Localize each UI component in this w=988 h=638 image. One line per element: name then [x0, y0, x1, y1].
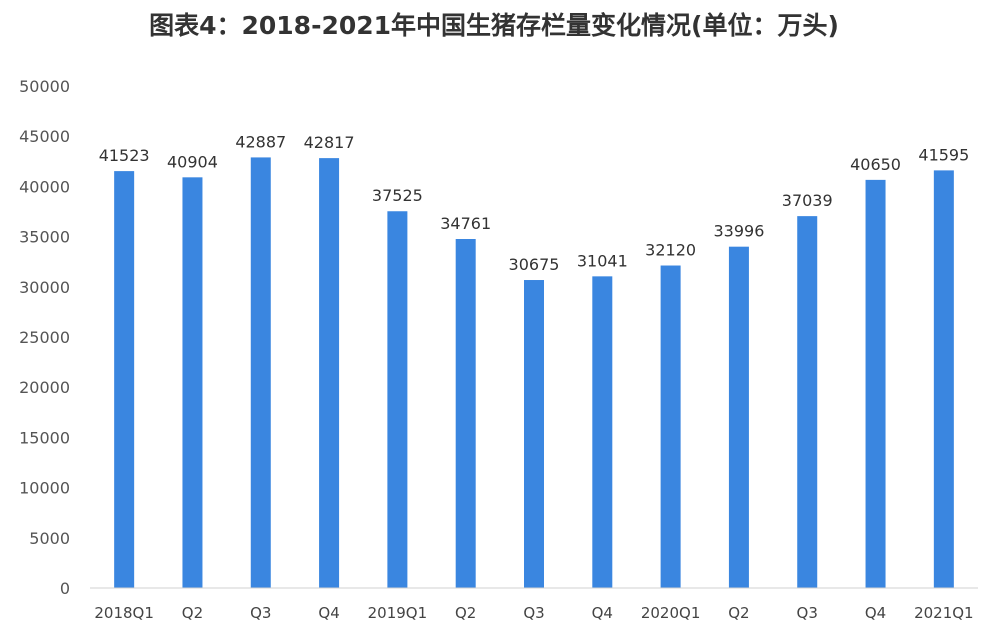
y-tick-label: 15000 — [19, 428, 70, 447]
bar — [933, 170, 954, 588]
data-label: 40904 — [167, 152, 218, 171]
x-tick-label: Q4 — [318, 604, 339, 622]
data-labels-group: 41523 40904 42887 42817 37525 34761 30675 31041… — [99, 132, 970, 274]
x-tick-label: Q3 — [797, 604, 818, 622]
bar — [455, 238, 476, 588]
data-label: 37039 — [782, 191, 833, 210]
data-label: 37525 — [372, 186, 423, 205]
bar — [660, 265, 681, 588]
bar — [182, 177, 203, 588]
bars-group — [114, 157, 954, 589]
y-tick-label: 20000 — [19, 378, 70, 397]
bar — [728, 246, 749, 588]
bar — [319, 158, 340, 589]
data-label: 32120 — [645, 241, 696, 260]
y-tick-label: 5000 — [29, 529, 70, 548]
data-label: 42887 — [235, 132, 286, 151]
x-tick-label: 2019Q1 — [368, 604, 428, 622]
x-tick-label: Q4 — [592, 604, 613, 622]
y-axis: 0 5000 10000 15000 20000 25000 30000 35000 40000… — [19, 77, 70, 598]
x-tick-label: 2018Q1 — [94, 604, 154, 622]
bar — [592, 276, 613, 588]
y-tick-label: 30000 — [19, 278, 70, 297]
bar — [250, 157, 271, 588]
x-tick-label: 2021Q1 — [914, 604, 974, 622]
bar — [865, 179, 886, 588]
bar — [797, 216, 818, 589]
x-axis: 2018Q1 Q2 Q3 Q4 2019Q1 Q2 Q3 Q4 2020Q1 Q2 Q3 Q4 2021… — [90, 587, 978, 622]
y-tick-label: 25000 — [19, 328, 70, 347]
x-tick-label: 2020Q1 — [641, 604, 701, 622]
y-tick-label: 50000 — [19, 77, 70, 96]
data-label: 31041 — [577, 251, 628, 270]
data-label: 33996 — [713, 222, 764, 241]
bar — [114, 171, 135, 589]
y-tick-label: 40000 — [19, 177, 70, 196]
bar — [387, 211, 408, 588]
y-tick-label: 45000 — [19, 127, 70, 146]
x-tick-label: Q3 — [250, 604, 271, 622]
data-label: 42817 — [304, 133, 355, 152]
x-tick-label: Q2 — [455, 604, 476, 622]
chart-title: 图表4：2018-2021年中国生猪存栏量变化情况(单位：万头) — [149, 11, 839, 40]
data-label: 40650 — [850, 155, 901, 174]
data-label: 41523 — [99, 146, 150, 165]
x-tick-label: Q2 — [182, 604, 203, 622]
data-label: 41595 — [918, 145, 969, 164]
data-label: 30675 — [509, 255, 560, 274]
x-tick-label: Q2 — [728, 604, 749, 622]
data-label: 34761 — [440, 214, 491, 233]
x-tick-label: Q3 — [523, 604, 544, 622]
x-tick-label: Q4 — [865, 604, 886, 622]
y-tick-label: 35000 — [19, 228, 70, 247]
y-tick-label: 0 — [60, 579, 70, 598]
y-tick-label: 10000 — [19, 479, 70, 498]
bar — [524, 280, 544, 588]
